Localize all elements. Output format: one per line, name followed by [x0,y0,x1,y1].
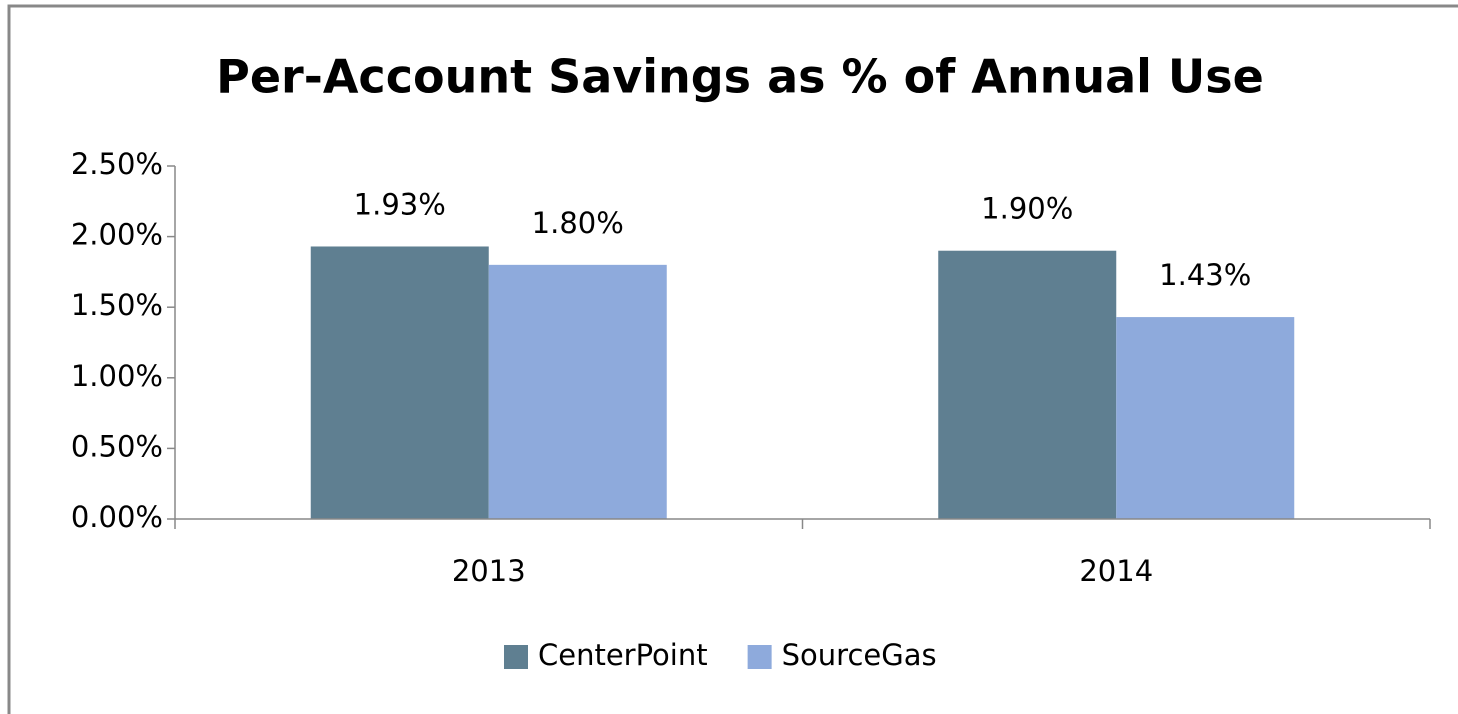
y-tick-label: 0.00% [71,500,163,534]
bar [1116,317,1295,519]
data-label: 1.43% [1159,258,1251,292]
y-tick-label: 2.00% [71,218,163,252]
x-tick-label: 2014 [1079,554,1153,588]
y-tick-label: 1.50% [71,288,163,322]
y-tick-label: 2.50% [71,147,163,181]
data-label: 1.80% [532,206,624,240]
y-tick-label: 1.00% [71,359,163,393]
data-label: 1.93% [354,187,446,221]
chart-title: Per-Account Savings as % of Annual Use [216,50,1264,104]
legend-label: CenterPoint [538,638,708,672]
data-label: 1.90% [981,192,1073,226]
legend-swatch [747,645,772,669]
x-tick-label: 2013 [452,554,526,588]
y-tick-label: 0.50% [71,429,163,463]
bar [488,264,667,519]
legend-swatch [504,645,528,669]
legend-label: SourceGas [782,638,937,672]
bar [938,250,1117,519]
bar [310,246,489,519]
